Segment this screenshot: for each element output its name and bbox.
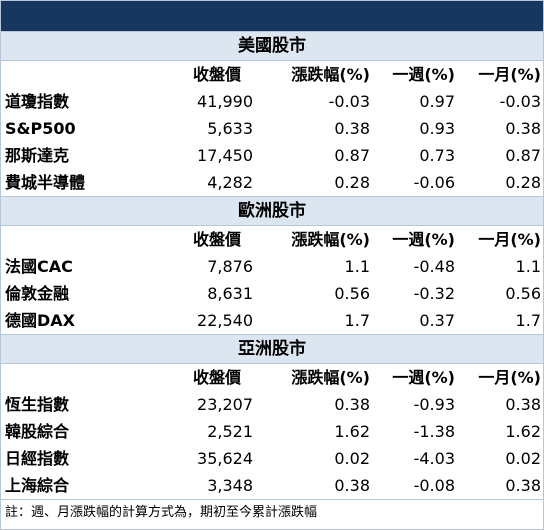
close-value: 35,624 [197, 449, 253, 468]
section-europe: 歐洲股市 收盤價 漲跌幅(%) 一週(%) 一月(%) 法國CAC 7,876 … [1, 196, 543, 334]
close-value: 8,631 [207, 284, 253, 303]
week-value: 0.93 [419, 119, 455, 138]
table-row: 法國CAC 7,876 1.1 -0.48 1.1 [1, 253, 543, 280]
change-value: 0.56 [334, 284, 370, 303]
table-row: 費城半導體 4,282 0.28 -0.06 0.28 [1, 169, 543, 196]
column-header-row: 收盤價 漲跌幅(%) 一週(%) 一月(%) [1, 364, 543, 391]
footnote: 註：週、月漲跌幅的計算方式為，期初至今累計漲跌幅 [1, 499, 543, 526]
month-value: 0.38 [505, 119, 541, 138]
header-week: 一週(%) [392, 230, 455, 249]
week-value: -0.48 [413, 257, 455, 276]
change-value: 1.1 [344, 257, 370, 276]
month-value: -0.03 [499, 92, 541, 111]
table-row: S&P500 5,633 0.38 0.93 0.38 [1, 115, 543, 142]
change-value: 0.28 [334, 173, 370, 192]
month-value: 1.62 [505, 422, 541, 441]
header-week: 一週(%) [392, 65, 455, 84]
change-value: 0.38 [334, 395, 370, 414]
month-value: 0.38 [505, 395, 541, 414]
index-name: 日經指數 [5, 449, 70, 468]
close-value: 17,450 [197, 146, 253, 165]
index-name: 韓股綜合 [5, 422, 70, 441]
header-change: 漲跌幅(%) [291, 65, 370, 84]
month-value: 0.38 [505, 476, 541, 495]
section-asia: 亞洲股市 收盤價 漲跌幅(%) 一週(%) 一月(%) 恆生指數 23,207 … [1, 334, 543, 499]
index-name: 恆生指數 [5, 395, 70, 414]
close-value: 2,521 [207, 422, 253, 441]
close-value: 41,990 [197, 92, 253, 111]
table-row: 德國DAX 22,540 1.7 0.37 1.7 [1, 307, 543, 334]
header-close: 收盤價 [192, 65, 241, 84]
section-title: 亞洲股市 [1, 334, 543, 364]
close-value: 22,540 [197, 311, 253, 330]
month-value: 0.02 [505, 449, 541, 468]
week-value: 0.97 [419, 92, 455, 111]
index-name: 倫敦金融 [5, 284, 70, 303]
change-value: 1.62 [334, 422, 370, 441]
change-value: 0.38 [334, 119, 370, 138]
month-value: 0.87 [505, 146, 541, 165]
change-value: -0.03 [328, 92, 370, 111]
close-value: 4,282 [207, 173, 253, 192]
week-value: -0.06 [413, 173, 455, 192]
header-name [1, 364, 153, 391]
header-close: 收盤價 [192, 368, 241, 387]
index-name: 法國CAC [5, 257, 73, 276]
close-value: 23,207 [197, 395, 253, 414]
close-value: 7,876 [207, 257, 253, 276]
table-row: 倫敦金融 8,631 0.56 -0.32 0.56 [1, 280, 543, 307]
index-name: 費城半導體 [5, 173, 86, 192]
table-row: 日經指數 35,624 0.02 -4.03 0.02 [1, 445, 543, 472]
table-row: 上海綜合 3,348 0.38 -0.08 0.38 [1, 472, 543, 499]
header-month: 一月(%) [478, 368, 541, 387]
index-name: 上海綜合 [5, 476, 70, 495]
change-value: 0.38 [334, 476, 370, 495]
column-header-row: 收盤價 漲跌幅(%) 一週(%) 一月(%) [1, 61, 543, 88]
table-row: 韓股綜合 2,521 1.62 -1.38 1.62 [1, 418, 543, 445]
header-week: 一週(%) [392, 368, 455, 387]
index-name: 道瓊指數 [5, 92, 70, 111]
index-name: 那斯達克 [5, 146, 70, 165]
section-us: 美國股市 收盤價 漲跌幅(%) 一週(%) 一月(%) 道瓊指數 41,990 … [1, 31, 543, 196]
table-row: 恆生指數 23,207 0.38 -0.93 0.38 [1, 391, 543, 418]
header-month: 一月(%) [478, 65, 541, 84]
week-value: -0.93 [413, 395, 455, 414]
top-banner [1, 1, 543, 31]
close-value: 3,348 [207, 476, 253, 495]
month-value: 0.28 [505, 173, 541, 192]
column-header-row: 收盤價 漲跌幅(%) 一週(%) 一月(%) [1, 226, 543, 253]
table-row: 那斯達克 17,450 0.87 0.73 0.87 [1, 142, 543, 169]
week-value: -4.03 [413, 449, 455, 468]
header-change: 漲跌幅(%) [291, 230, 370, 249]
table-row: 道瓊指數 41,990 -0.03 0.97 -0.03 [1, 88, 543, 115]
section-title: 歐洲股市 [1, 196, 543, 226]
change-value: 1.7 [344, 311, 370, 330]
month-value: 1.7 [515, 311, 541, 330]
month-value: 1.1 [515, 257, 541, 276]
header-close: 收盤價 [192, 230, 241, 249]
header-month: 一月(%) [478, 230, 541, 249]
index-name: 德國DAX [5, 311, 76, 330]
index-name: S&P500 [5, 119, 76, 138]
header-change: 漲跌幅(%) [291, 368, 370, 387]
header-name [1, 61, 153, 88]
section-title: 美國股市 [1, 31, 543, 61]
header-name [1, 226, 153, 253]
week-value: -1.38 [413, 422, 455, 441]
month-value: 0.56 [505, 284, 541, 303]
close-value: 5,633 [207, 119, 253, 138]
week-value: -0.32 [413, 284, 455, 303]
change-value: 0.87 [334, 146, 370, 165]
week-value: 0.37 [419, 311, 455, 330]
week-value: -0.08 [413, 476, 455, 495]
change-value: 0.02 [334, 449, 370, 468]
week-value: 0.73 [419, 146, 455, 165]
